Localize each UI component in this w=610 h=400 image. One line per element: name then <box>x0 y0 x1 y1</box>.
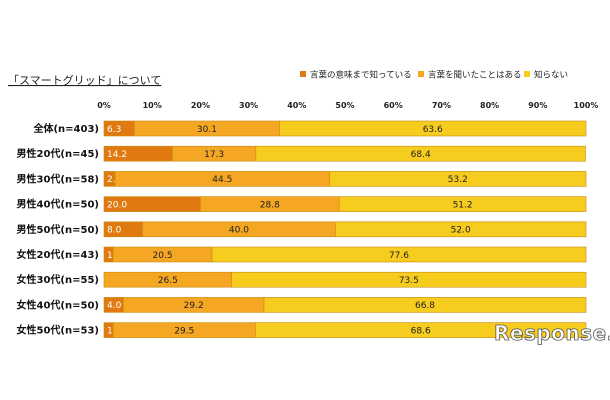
data-label: 68.4 <box>411 150 431 160</box>
bar-row: 女性20代(n=43)1.920.577.6 <box>17 246 587 263</box>
data-label: 77.6 <box>389 251 409 261</box>
x-tick-label: 0% <box>97 101 111 110</box>
category-label: 男性50代(n=50) <box>17 223 99 236</box>
chart-title: 「スマートグリッド」について <box>8 73 161 87</box>
legend-label-2: 言葉を聞いたことはある <box>428 70 522 81</box>
data-label: 51.2 <box>453 200 473 210</box>
x-tick-label: 70% <box>432 101 451 110</box>
data-label: 52.0 <box>451 226 471 236</box>
x-tick-label: 10% <box>143 101 162 110</box>
x-tick-label: 30% <box>239 101 258 110</box>
bar-row: 男性50代(n=50) 8.0 40.0 52.0 <box>17 221 587 238</box>
bar-segment <box>335 221 587 238</box>
data-label: 20.5 <box>153 251 173 261</box>
category-label: 男性20代(n=45) <box>17 147 99 160</box>
bar-segment <box>279 120 587 137</box>
bar-row: 女性30代(n=55)0.026.573.5 <box>17 271 587 288</box>
data-label: 6.3 <box>107 125 121 135</box>
data-label: 8.0 <box>107 226 122 236</box>
data-label: 40.0 <box>229 226 249 236</box>
bar-row: 女性50代(n=53)1.929.568.6 <box>17 322 587 338</box>
bar-row: 男性20代(n=45) 14.2 17.3 68.4 <box>17 145 586 162</box>
legend-label-3: 知らない <box>534 70 568 81</box>
data-label: 44.5 <box>212 175 232 185</box>
legend-swatch-2 <box>418 71 424 77</box>
data-label: 68.6 <box>411 326 431 336</box>
bar-row: 男性30代(n=58) 2.3 44.5 53.2 <box>17 171 587 187</box>
x-tick-label: 60% <box>384 101 403 110</box>
category-label: 全体(n=403) <box>32 122 99 135</box>
x-tick-label: 80% <box>480 101 499 110</box>
data-label: 17.3 <box>204 150 224 160</box>
data-label: 29.5 <box>174 326 194 336</box>
data-label: 28.8 <box>260 200 280 210</box>
bar-segment <box>231 271 587 288</box>
data-label: 66.8 <box>415 301 435 311</box>
data-label: 73.5 <box>399 276 419 286</box>
data-label: 20.0 <box>107 200 127 210</box>
data-label: 14.2 <box>107 150 127 160</box>
category-label: 女性50代(n=53) <box>17 324 99 337</box>
data-label: 26.5 <box>158 276 178 286</box>
bar-row: 女性40代(n=50) 4.0 29.2 66.8 <box>17 297 587 313</box>
category-label: 女性20代(n=43) <box>17 248 99 261</box>
category-label: 女性40代(n=50) <box>17 298 99 311</box>
legend-label-1: 言葉の意味まで知っている <box>310 70 412 81</box>
category-label: 男性40代(n=50) <box>17 198 99 211</box>
x-axis: 0% 10% 20% 30% 40% 50% 60% 70% 80% 90% 100% <box>97 101 598 110</box>
bar-segment <box>211 246 587 263</box>
x-tick-label: 20% <box>191 101 210 110</box>
watermark: Response.jp <box>494 321 610 345</box>
bar-segment <box>255 322 587 338</box>
legend-swatch-3 <box>524 71 530 77</box>
data-label: 63.6 <box>423 125 443 135</box>
bar-row: 男性40代(n=50) 20.0 28.8 51.2 <box>17 196 587 212</box>
bar-segment <box>329 171 587 187</box>
bar-segment <box>255 145 586 162</box>
x-tick-label: 90% <box>528 101 547 110</box>
bar-segment <box>263 297 587 313</box>
legend-swatch-1 <box>300 71 306 77</box>
data-label: 53.2 <box>448 175 468 185</box>
legend: 言葉の意味まで知っている 言葉を聞いたことはある 知らない <box>300 70 568 81</box>
x-tick-label: 50% <box>335 101 354 110</box>
plot-area: 全体(n=403) 6.3 30.1 63.6 男性20代(n=45) 14.2 17.3 6… <box>17 120 587 338</box>
data-label: 30.1 <box>197 125 217 135</box>
x-tick-label: 100% <box>574 101 599 110</box>
data-label: 29.2 <box>184 301 204 311</box>
bar-row: 全体(n=403) 6.3 30.1 63.6 <box>32 120 587 137</box>
data-label: 4.0 <box>107 301 122 311</box>
category-label: 女性30代(n=55) <box>17 273 99 286</box>
data-label: 2.3 <box>107 175 121 185</box>
x-tick-label: 40% <box>287 101 306 110</box>
category-label: 男性30代(n=58) <box>17 172 99 185</box>
bar-segment <box>338 196 587 212</box>
